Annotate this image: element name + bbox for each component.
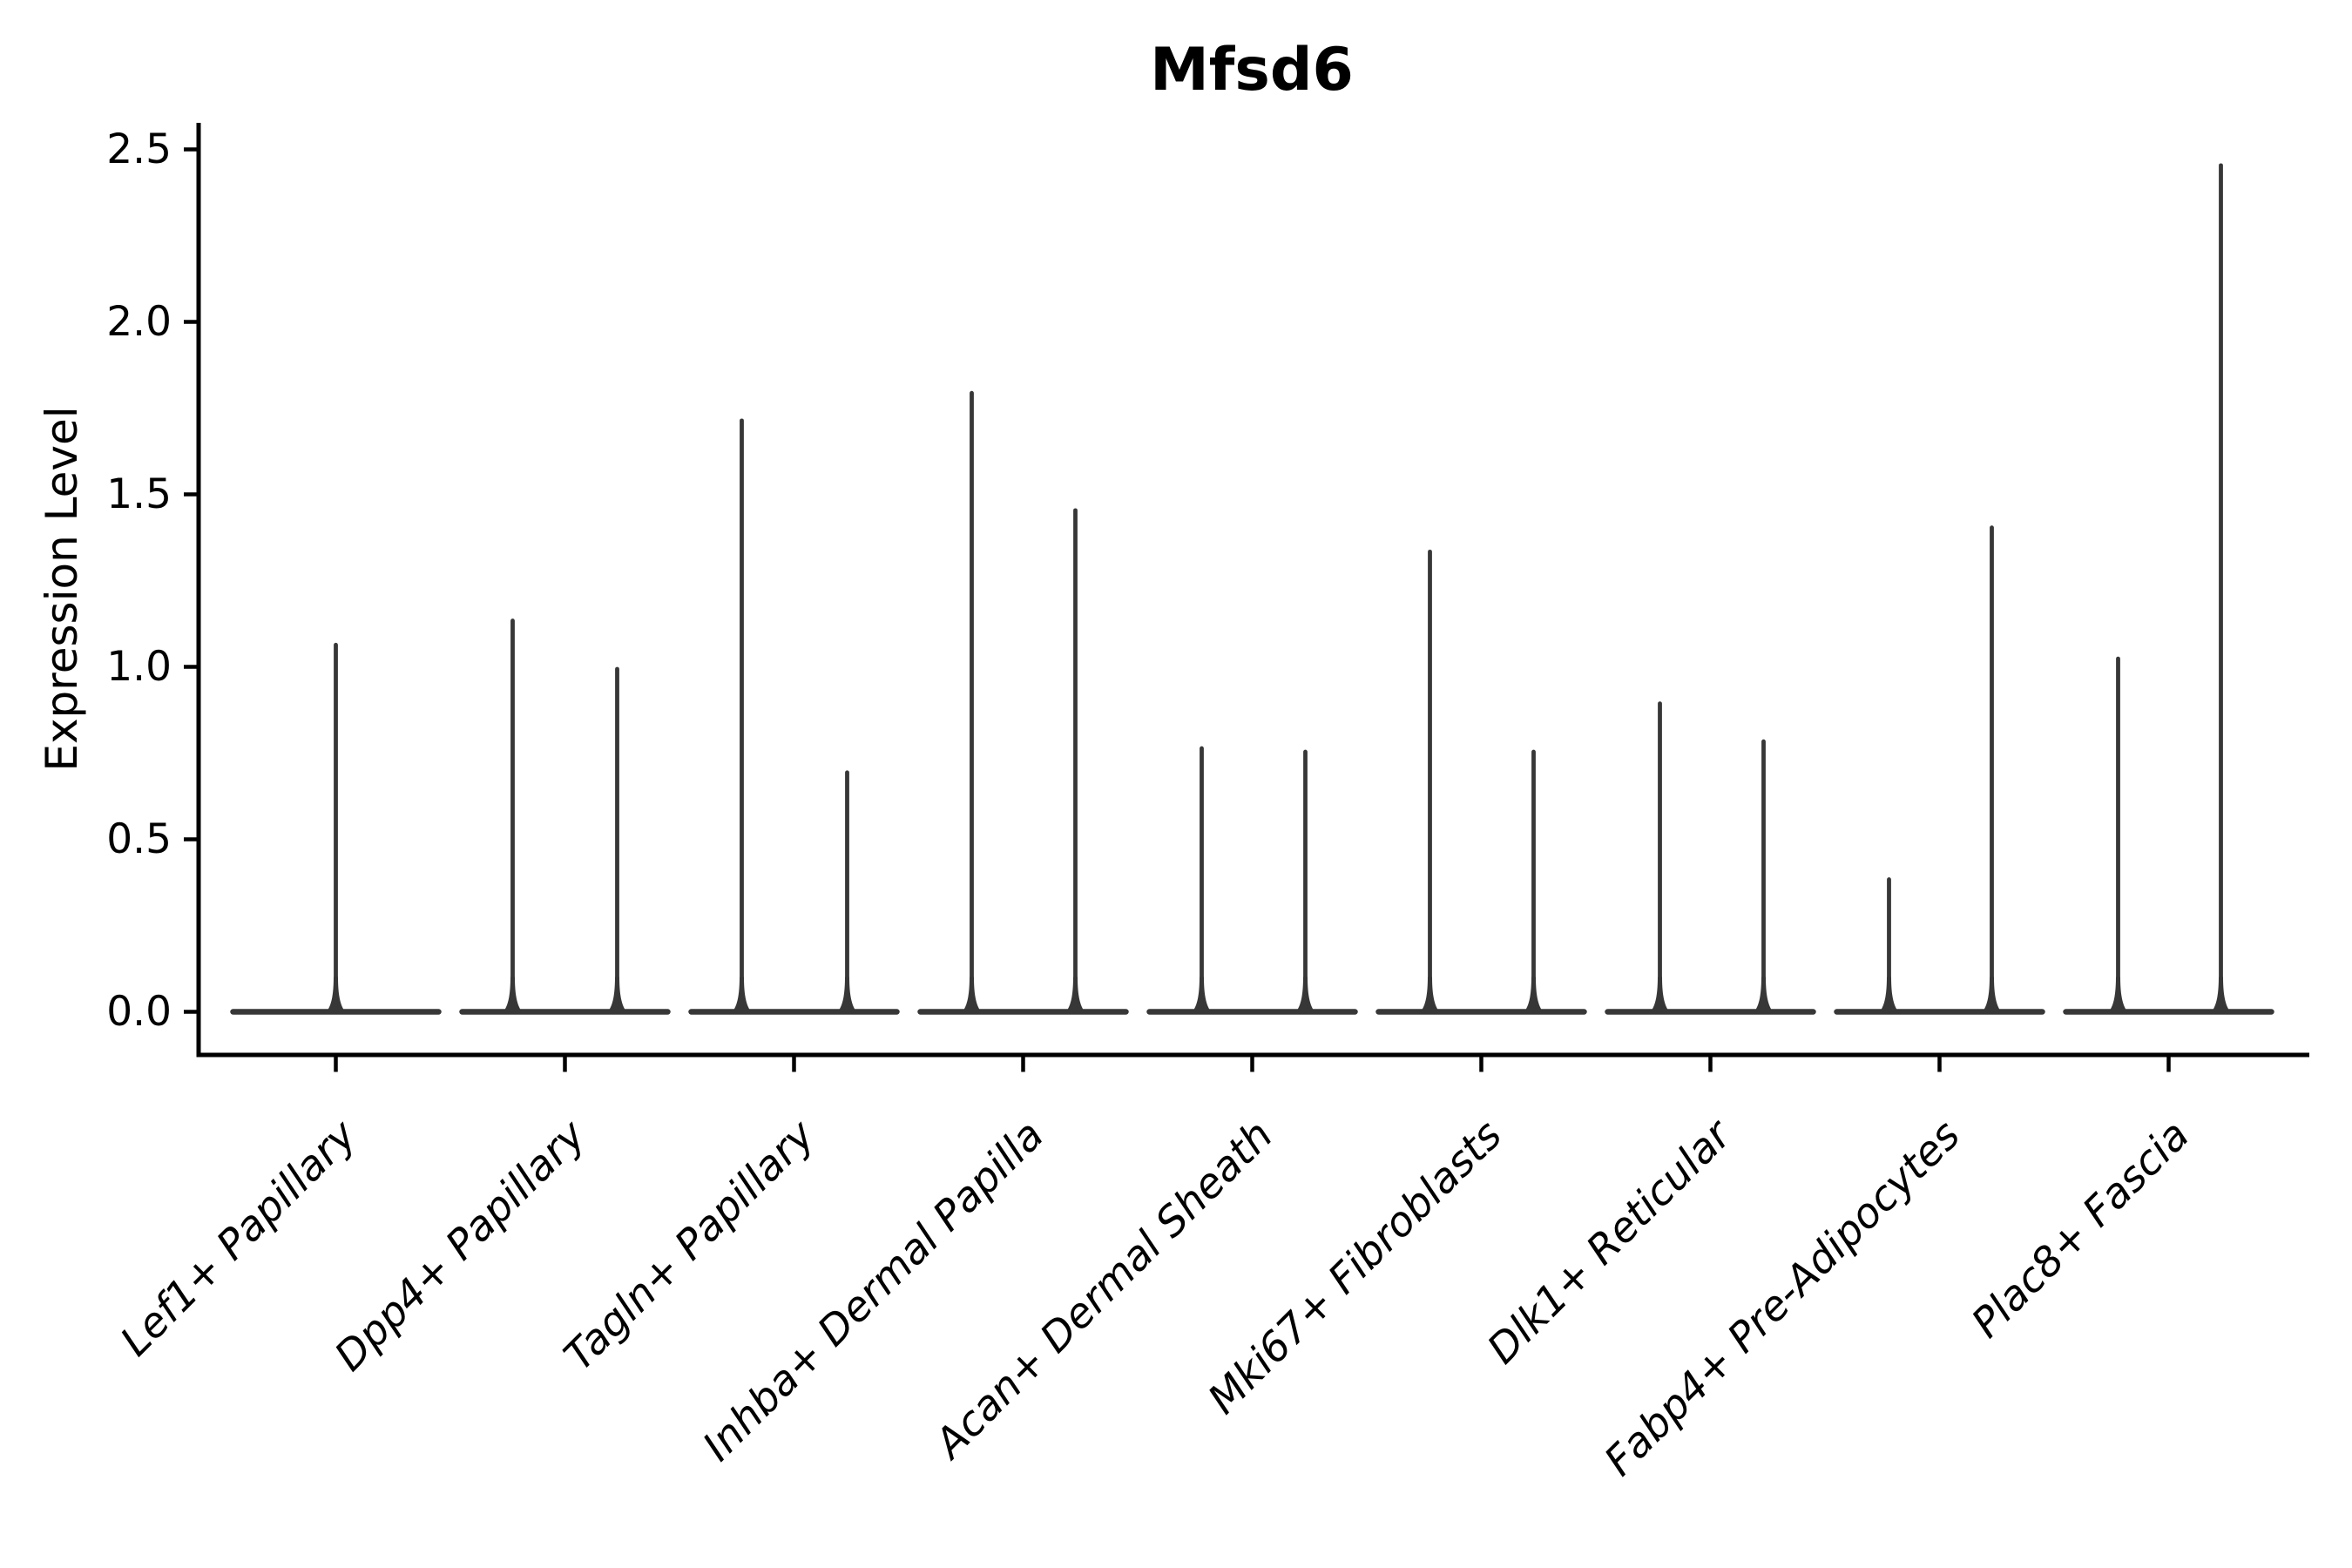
y-axis-label: Expression Level [37, 406, 87, 771]
x-tick-label: Lef1+ Papillary [112, 1111, 367, 1366]
x-tick-label: Tagln+ Papillary [555, 1111, 825, 1381]
x-tick-label: Dlk1+ Reticular [1478, 1110, 1742, 1374]
y-tick-label: 0.5 [106, 815, 172, 863]
chart-title: Mfsd6 [1150, 36, 1354, 105]
y-tick-label: 1.0 [106, 643, 172, 691]
y-tick-label: 2.5 [106, 125, 172, 173]
y-tick-label: 1.5 [106, 470, 172, 518]
y-tick-label: 2.0 [106, 298, 172, 346]
x-tick-label: Plac8+ Fascia [1963, 1112, 2199, 1348]
x-tick-label: Dpp4+ Papillary [326, 1111, 596, 1381]
y-tick-label: 0.0 [106, 988, 172, 1036]
